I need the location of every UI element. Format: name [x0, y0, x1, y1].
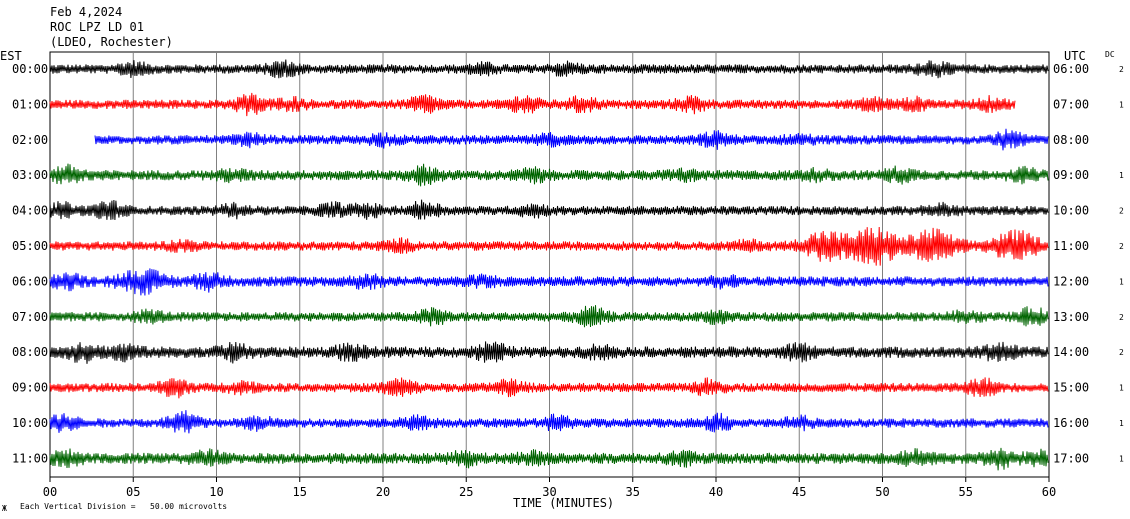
- utc-hour-label: 11:00: [1053, 239, 1089, 253]
- x-axis-title: TIME (MINUTES): [513, 496, 615, 510]
- est-hour-label: 00:00: [12, 62, 48, 76]
- est-hour-label: 04:00: [12, 204, 48, 218]
- dc-column-label: DC: [1105, 50, 1115, 59]
- trace-line: [49, 447, 1049, 471]
- trace-line: [49, 92, 1016, 117]
- utc-hour-label: 08:00: [1053, 133, 1089, 147]
- footer-mark: Ж: [2, 504, 7, 513]
- header-network: (LDEO, Rochester): [50, 35, 173, 49]
- trace-line: [94, 128, 1049, 151]
- x-tick-label: 15: [293, 485, 307, 499]
- x-tick-label: 20: [376, 485, 390, 499]
- traces: 00:00 06:00 2 01:00 07:00 1 02:00 08:00 03:00 09:…: [12, 59, 1124, 471]
- utc-axis-label: UTC: [1064, 49, 1086, 63]
- x-tick-label: 55: [959, 485, 973, 499]
- trace-line: [49, 410, 1049, 434]
- x-tick-label: 05: [126, 485, 140, 499]
- x-tick-label: 40: [709, 485, 723, 499]
- est-hour-label: 01:00: [12, 97, 48, 111]
- est-hour-label: 03:00: [12, 168, 48, 182]
- x-tick-label: 35: [626, 485, 640, 499]
- dc-offset-label: 2: [1119, 313, 1124, 322]
- est-hour-label: 06:00: [12, 274, 48, 288]
- est-axis-label: EST: [0, 49, 22, 63]
- utc-hour-label: 07:00: [1053, 97, 1089, 111]
- est-hour-label: 09:00: [12, 381, 48, 395]
- trace-line: [49, 226, 1049, 266]
- utc-hour-label: 14:00: [1053, 345, 1089, 359]
- x-tick-label: 30: [542, 485, 556, 499]
- grid-lines: [49, 51, 1050, 478]
- utc-hour-label: 15:00: [1053, 381, 1089, 395]
- utc-hour-label: 06:00: [1053, 62, 1089, 76]
- dc-offset-label: 1: [1119, 454, 1124, 463]
- x-tick-label: 60: [1042, 485, 1056, 499]
- dc-offset-label: 1: [1119, 171, 1124, 180]
- x-tick-label: 00: [43, 485, 57, 499]
- trace-line: [49, 268, 1049, 296]
- utc-hour-label: 13:00: [1053, 310, 1089, 324]
- trace-line: [49, 199, 1049, 221]
- dc-offset-label: 1: [1119, 277, 1124, 286]
- trace-line: [49, 305, 1049, 328]
- dc-offset-label: 1: [1119, 100, 1124, 109]
- dc-offset-label: 2: [1119, 65, 1124, 74]
- x-tick-label: 25: [459, 485, 473, 499]
- est-hour-label: 10:00: [12, 416, 48, 430]
- trace-line: [49, 377, 1049, 399]
- dc-offset-label: 2: [1119, 242, 1124, 251]
- utc-hour-label: 16:00: [1053, 416, 1089, 430]
- utc-hour-label: 10:00: [1053, 204, 1089, 218]
- dc-offset-label: 1: [1119, 419, 1124, 428]
- trace-line: [49, 341, 1049, 364]
- dc-offset-label: 1: [1119, 384, 1124, 393]
- est-hour-label: 02:00: [12, 133, 48, 147]
- est-hour-label: 11:00: [12, 451, 48, 465]
- x-tick-label: 50: [875, 485, 889, 499]
- x-tick-label: 45: [792, 485, 806, 499]
- trace-line: [49, 163, 1049, 187]
- time-axis: 00 05 10 15 20 25 30 35 40 45 50 55 60: [43, 477, 1056, 499]
- header-station: ROC LPZ LD 01: [50, 20, 144, 34]
- utc-hour-label: 12:00: [1053, 274, 1089, 288]
- trace-line: [49, 59, 1049, 79]
- est-hour-label: 05:00: [12, 239, 48, 253]
- footer-scale-note: Each Vertical Division = 50.00 microvolt…: [20, 502, 228, 511]
- est-hour-label: 07:00: [12, 310, 48, 324]
- utc-hour-label: 17:00: [1053, 451, 1089, 465]
- dc-offset-label: 2: [1119, 207, 1124, 216]
- utc-hour-label: 09:00: [1053, 168, 1089, 182]
- x-tick-label: 10: [209, 485, 223, 499]
- dc-offset-label: 2: [1119, 348, 1124, 357]
- est-hour-label: 08:00: [12, 345, 48, 359]
- header-date: Feb 4,2024: [50, 5, 123, 19]
